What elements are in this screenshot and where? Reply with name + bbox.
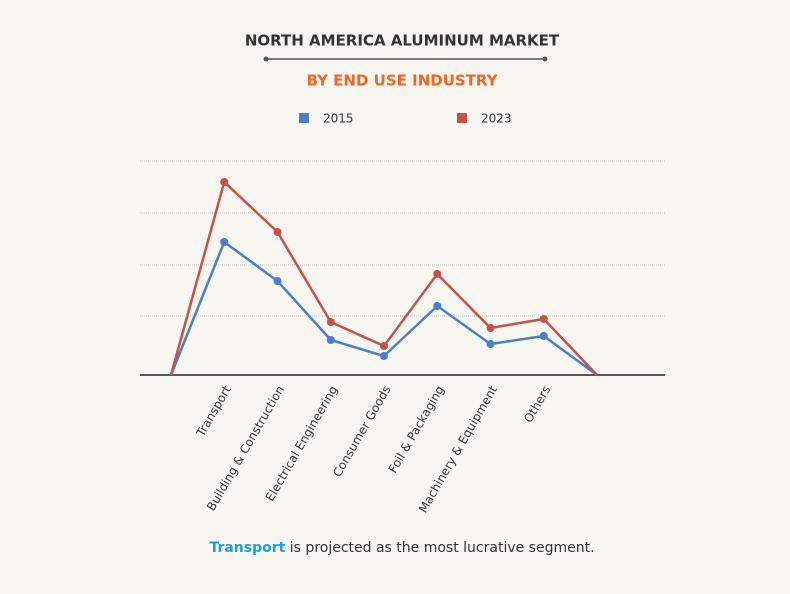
data-point <box>220 178 229 186</box>
data-point <box>486 324 495 332</box>
data-point <box>433 270 442 278</box>
annotation-text: is projected as the most lucrative segme… <box>290 540 595 556</box>
title-rule-dot <box>542 56 548 62</box>
legend-swatch <box>299 113 309 123</box>
data-point <box>433 302 442 310</box>
annotation: Transport is projected as the most lucra… <box>209 540 594 556</box>
annotation-highlight: Transport <box>209 540 285 556</box>
data-point <box>326 318 335 326</box>
data-point <box>380 352 388 360</box>
legend-label: 2023 <box>481 112 512 126</box>
data-point <box>326 336 335 344</box>
legend-swatch <box>457 113 467 123</box>
data-point <box>539 332 548 340</box>
data-point <box>539 315 548 323</box>
legend-label: 2015 <box>323 112 354 126</box>
data-point <box>486 340 495 348</box>
data-point <box>273 277 282 285</box>
chart-title: NORTH AMERICA ALUMINUM MARKET <box>245 32 560 50</box>
data-point <box>220 238 229 246</box>
chart-subtitle: BY END USE INDUSTRY <box>306 72 498 90</box>
title-rule-dot <box>263 56 269 62</box>
data-point <box>380 342 388 350</box>
data-point <box>273 228 282 236</box>
